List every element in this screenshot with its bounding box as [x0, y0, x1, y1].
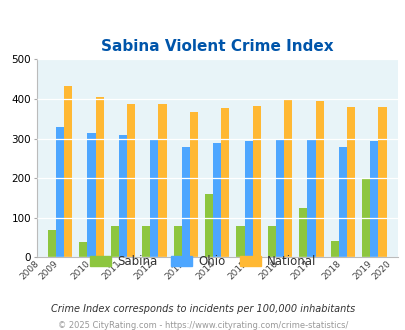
Bar	[346, 107, 354, 257]
Bar	[87, 133, 95, 257]
Bar	[205, 194, 213, 257]
Bar	[190, 112, 198, 257]
Bar	[48, 230, 56, 257]
Legend: Sabina, Ohio, National: Sabina, Ohio, National	[85, 250, 320, 273]
Bar	[307, 139, 315, 257]
Bar	[236, 226, 244, 257]
Bar	[213, 143, 221, 257]
Bar	[252, 106, 260, 257]
Bar	[95, 97, 104, 257]
Bar	[79, 242, 87, 257]
Title: Sabina Violent Crime Index: Sabina Violent Crime Index	[101, 39, 333, 54]
Bar	[361, 178, 369, 257]
Bar	[275, 139, 284, 257]
Bar	[158, 104, 166, 257]
Text: © 2025 CityRating.com - https://www.cityrating.com/crime-statistics/: © 2025 CityRating.com - https://www.city…	[58, 320, 347, 330]
Bar	[64, 86, 72, 257]
Bar	[173, 226, 181, 257]
Bar	[221, 108, 229, 257]
Bar	[267, 226, 275, 257]
Bar	[142, 226, 150, 257]
Bar	[181, 147, 190, 257]
Bar	[119, 135, 127, 257]
Bar	[315, 101, 323, 257]
Bar	[338, 147, 346, 257]
Bar	[377, 107, 386, 257]
Bar	[56, 127, 64, 257]
Bar	[284, 100, 292, 257]
Bar	[127, 104, 135, 257]
Bar	[150, 139, 158, 257]
Bar	[298, 208, 307, 257]
Bar	[369, 141, 377, 257]
Text: Crime Index corresponds to incidents per 100,000 inhabitants: Crime Index corresponds to incidents per…	[51, 304, 354, 314]
Bar	[330, 241, 338, 257]
Bar	[111, 226, 119, 257]
Bar	[244, 141, 252, 257]
